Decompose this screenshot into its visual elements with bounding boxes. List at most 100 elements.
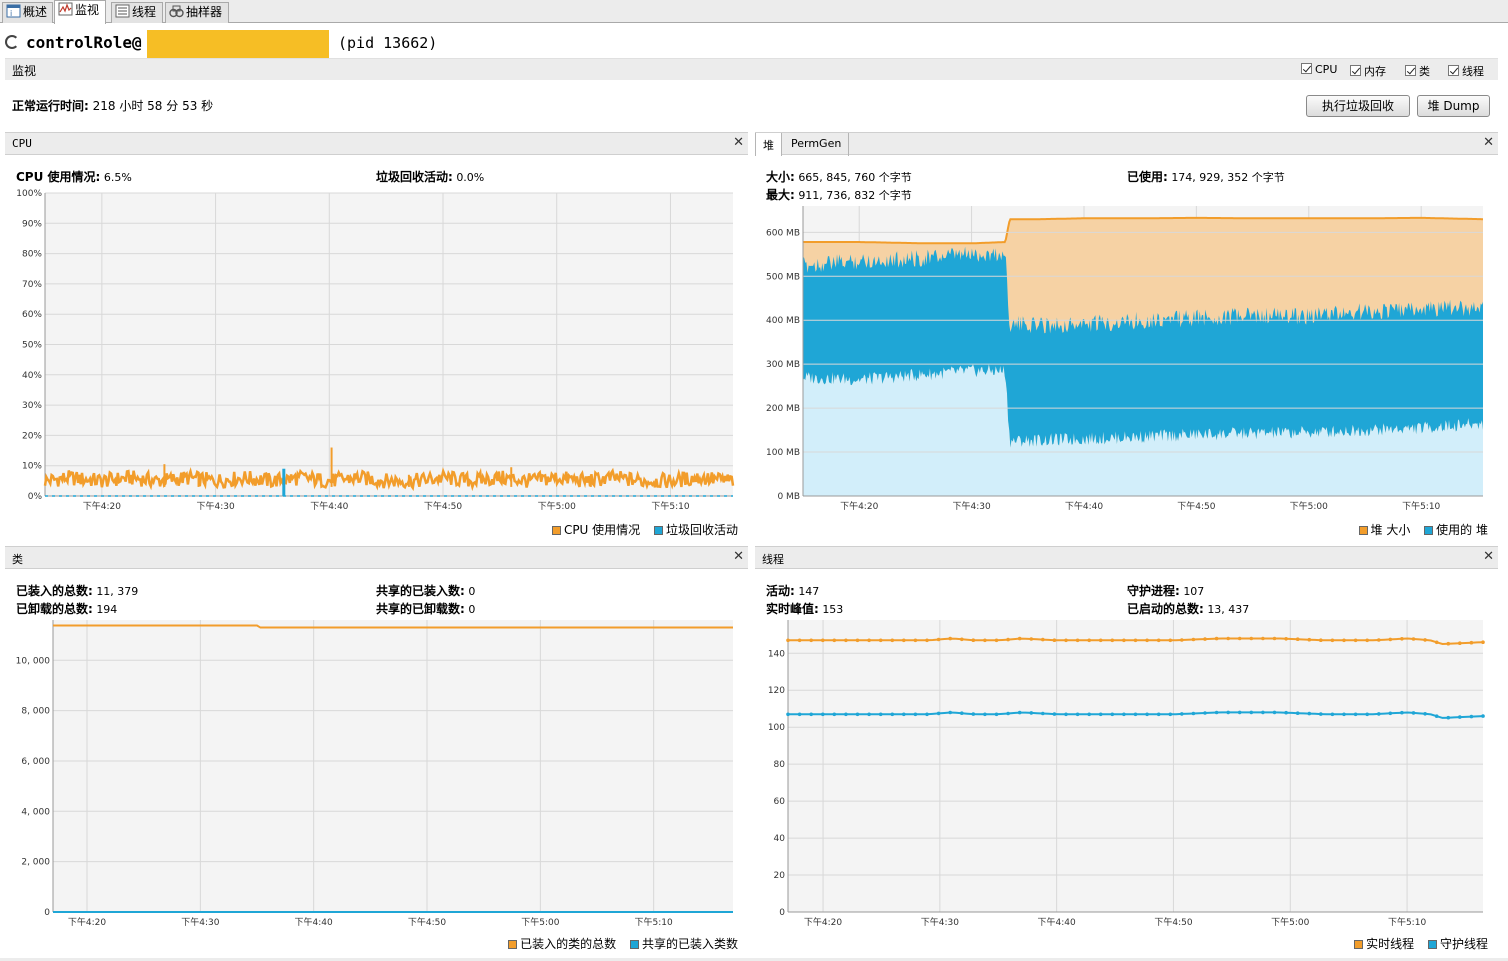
x-tick-label: 下午4:20	[83, 500, 121, 512]
live-threads-line-point	[1481, 640, 1485, 644]
live-threads-line-point	[1469, 640, 1474, 645]
checkbox-classes[interactable]: 类	[1405, 63, 1430, 79]
close-icon[interactable]: ✕	[1483, 135, 1494, 150]
daemon-threads-line-point	[1110, 712, 1115, 717]
y-tick-label: 0%	[28, 492, 43, 502]
tab-permgen[interactable]: PermGen	[784, 133, 850, 156]
heap-legend: 堆 大小 使用的 堆	[1349, 521, 1488, 538]
daemon-threads-line-point	[890, 712, 895, 717]
live-threads-line-point	[1017, 636, 1022, 641]
live-threads-label: 活动:	[766, 584, 795, 598]
live-threads-line-point	[1261, 636, 1265, 641]
live-threads-line-point	[1122, 638, 1126, 643]
process-id: (pid 13662)	[338, 34, 438, 52]
legend-heap-size-label: 堆 大小	[1370, 523, 1411, 537]
legend-cpu-usage: CPU 使用情况	[551, 523, 641, 537]
legend-cpu-usage-label: CPU 使用情况	[563, 523, 641, 537]
daemon-threads-line-point	[1272, 710, 1277, 715]
live-threads-line-point	[983, 638, 987, 643]
classes-loaded-label: 已装入的总数:	[16, 584, 93, 598]
daemon-threads-line-point	[1122, 712, 1126, 717]
threads-icon	[115, 4, 130, 18]
legend-live-threads: 实时线程	[1354, 937, 1414, 951]
daemon-threads-line-point	[1307, 711, 1312, 716]
y-tick-label: 120	[768, 686, 785, 696]
sampler-icon	[169, 4, 184, 18]
x-tick-label: 下午4:50	[1154, 916, 1192, 928]
daemon-threads-line-point	[913, 712, 918, 717]
x-tick-label: 下午4:40	[295, 916, 333, 928]
threads-panel-header: 线程 ✕	[755, 546, 1498, 569]
shared-unloaded-label: 共享的已卸载数:	[376, 602, 465, 616]
live-threads-line-point	[1272, 636, 1277, 641]
close-icon[interactable]: ✕	[733, 549, 744, 564]
daemon-threads-line-point	[844, 712, 848, 717]
live-threads-line-point	[1237, 636, 1242, 641]
gc-activity-value: 0.0%	[456, 171, 485, 184]
threads-panel: 线程 ✕ 活动: 147 实时峰值: 153 守护进程: 107 已启动的总数:…	[755, 546, 1498, 956]
classes-loaded-value: 11, 379	[96, 585, 139, 598]
heap-size-stat: 大小: 665, 845, 760 个字节	[766, 168, 912, 185]
x-tick-label: 下午4:40	[1065, 500, 1103, 512]
tab-monitor[interactable]: 监视	[54, 0, 106, 24]
y-tick-label: 600 MB	[766, 228, 800, 238]
y-tick-label: 70%	[22, 280, 42, 290]
tab-heap[interactable]: 堆	[755, 133, 782, 156]
checkbox-cpu[interactable]: CPU	[1301, 63, 1337, 76]
live-threads-line-point	[1075, 638, 1080, 643]
checkbox-memory[interactable]: 内存	[1350, 63, 1386, 79]
daemon-threads-line-point	[1284, 710, 1288, 715]
close-icon[interactable]: ✕	[1483, 549, 1494, 564]
heap-max-label: 最大:	[766, 188, 795, 202]
daemon-threads-stat: 守护进程: 107	[1127, 582, 1204, 599]
perform-gc-button[interactable]: 执行垃圾回收	[1306, 95, 1410, 117]
daemon-threads-line-point	[786, 712, 790, 717]
tab-overview[interactable]: i 概述	[2, 2, 53, 23]
legend-heap-used: 使用的 堆	[1424, 523, 1488, 537]
daemon-threads-line-point	[960, 711, 964, 715]
x-tick-label: 下午5:10	[635, 916, 673, 928]
y-tick-label: 6, 000	[21, 757, 50, 767]
x-tick-label: 下午4:20	[68, 916, 106, 928]
cpu-usage-line	[43, 467, 735, 492]
checkbox-threads[interactable]: 线程	[1448, 63, 1484, 79]
live-threads-line-point	[1400, 637, 1404, 641]
live-threads-line-point	[1319, 638, 1323, 642]
x-tick-label: 下午4:50	[424, 500, 462, 512]
x-tick-label: 下午4:30	[181, 916, 219, 928]
live-threads-line-point	[832, 638, 837, 643]
live-threads-line-point	[890, 638, 895, 643]
y-tick-label: 4, 000	[21, 807, 50, 817]
legend-daemon-threads-label: 守护线程	[1439, 937, 1488, 951]
classes-panel: 类 ✕ 已装入的总数: 11, 379 已卸载的总数: 194 共享的已装入数:…	[5, 546, 748, 956]
live-threads-stat: 活动: 147	[766, 582, 819, 599]
daemon-threads-line-point	[1411, 711, 1416, 715]
tab-sampler[interactable]: 抽样器	[165, 2, 229, 23]
close-icon[interactable]: ✕	[733, 135, 744, 150]
threads-legend: 实时线程 守护线程	[1344, 935, 1488, 952]
daemon-threads-line-point	[948, 710, 952, 715]
x-tick-label: 下午4:50	[408, 916, 446, 928]
legend-swatch	[508, 940, 518, 949]
y-tick-label: 2, 000	[21, 858, 50, 868]
daemon-threads-line-point	[1075, 712, 1080, 717]
heap-dump-button[interactable]: 堆 Dump	[1417, 95, 1490, 117]
daemon-threads-line-point	[1365, 712, 1369, 717]
daemon-threads-line-point	[797, 712, 802, 717]
shared-loaded-stat: 共享的已装入数: 0	[376, 582, 475, 599]
daemon-threads-value: 107	[1183, 585, 1205, 598]
daemon-threads-line-point	[1469, 714, 1474, 719]
live-threads-line-point	[1411, 637, 1416, 641]
used-heap-band	[803, 246, 1483, 448]
live-threads-line-point	[994, 638, 999, 643]
daemon-threads-line-point	[1400, 710, 1404, 715]
y-tick-label: 100 MB	[766, 448, 800, 458]
tab-threads[interactable]: 线程	[111, 2, 163, 23]
live-threads-line-point	[844, 638, 848, 643]
live-threads-line-point	[1284, 637, 1288, 641]
live-threads-line-point	[902, 638, 906, 643]
live-threads-line-point	[1041, 637, 1045, 642]
y-tick-label: 60	[774, 797, 786, 807]
live-threads-line-point	[1342, 638, 1346, 643]
daemon-threads-line-point	[1458, 715, 1462, 719]
